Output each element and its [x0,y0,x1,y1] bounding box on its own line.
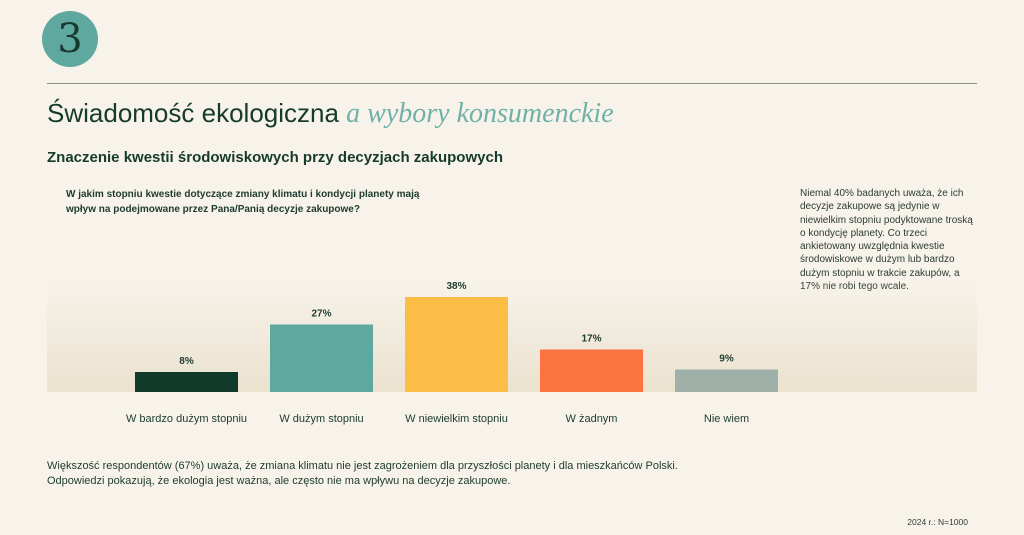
sample-source: 2024 r.: N=1000 [907,517,968,527]
bar-4 [540,349,643,392]
category-label-5: Nie wiem [704,413,749,425]
section-number-badge: 3 [42,11,98,67]
bar-value-label-4: 17% [581,334,601,345]
category-label-3: W niewielkim stopniu [405,413,508,425]
section-number: 3 [57,16,83,62]
chart-subtitle: Znaczenie kwestii środowiskowych przy de… [47,149,503,166]
page-title-accent: a wybory konsumenckie [346,98,614,129]
bar-3 [405,297,508,392]
page-title-main: Świadomość ekologiczna [47,98,339,128]
category-label-4: W żadnym [566,413,618,425]
survey-question: W jakim stopniu kwestie dotyczące zmiany… [66,189,420,215]
bar-2 [270,324,373,392]
page-title: Świadomość ekologiczna a wybory konsumen… [47,98,614,130]
header-divider [47,83,977,84]
footer-text: Większość respondentów (67%) uważa, że z… [47,459,747,488]
bar-value-label-5: 9% [719,354,734,365]
bar-5 [675,369,778,392]
category-label-2: W dużym stopniu [279,413,363,425]
bar-value-label-2: 27% [311,309,331,320]
footer-line-2: Odpowiedzi pokazują, że ekologia jest wa… [47,474,511,487]
bar-1 [135,372,238,392]
footer-line-1: Większość respondentów (67%) uważa, że z… [47,460,678,472]
category-label-1: W bardzo dużym stopniu [126,413,247,425]
bar-value-label-3: 38% [446,281,466,292]
bar-value-label-1: 8% [179,356,194,367]
